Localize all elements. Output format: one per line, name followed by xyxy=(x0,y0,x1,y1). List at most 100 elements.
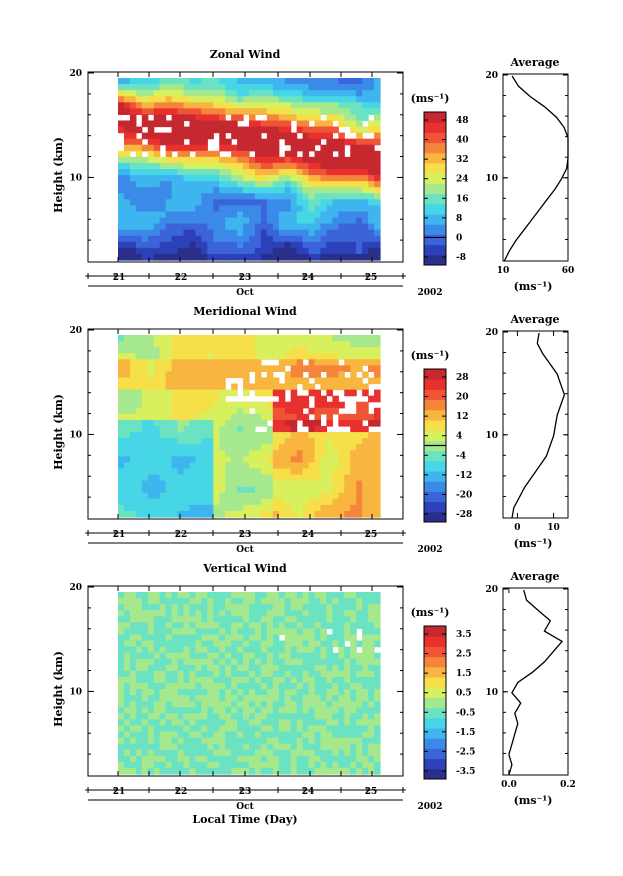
heatmap-cell xyxy=(123,664,131,672)
heatmap-cell xyxy=(165,371,173,379)
heatmap-cell xyxy=(153,96,161,103)
heatmap-cell xyxy=(326,401,333,409)
heatmap-cell xyxy=(118,486,125,494)
heatmap-cell xyxy=(237,211,244,219)
heatmap-cell xyxy=(290,229,298,237)
heatmap-cell xyxy=(249,468,256,476)
heatmap-cell xyxy=(308,223,316,231)
heatmap-cell xyxy=(296,401,304,409)
heatmap-cell xyxy=(260,510,268,518)
heatmap-cell xyxy=(159,462,167,470)
heatmap-cell xyxy=(195,359,202,366)
heatmap-cell xyxy=(344,592,351,599)
heatmap-cell xyxy=(320,652,327,660)
heatmap-cell xyxy=(219,670,226,678)
heatmap-cell xyxy=(207,683,214,690)
heatmap-cell xyxy=(320,592,327,599)
heatmap-cell xyxy=(123,743,131,751)
heatmap-cell xyxy=(266,622,274,629)
heatmap-cell xyxy=(123,181,131,188)
heatmap-cell xyxy=(368,175,375,182)
heatmap-cell xyxy=(129,598,137,605)
time-marker: + xyxy=(145,529,153,539)
heatmap-cell xyxy=(362,347,369,354)
heatmap-cell xyxy=(284,725,292,733)
heatmap-cell xyxy=(153,749,161,757)
heatmap-cell xyxy=(356,486,363,494)
heatmap-cell xyxy=(332,432,339,439)
heatmap-cell xyxy=(177,468,185,476)
heatmap-cell xyxy=(374,162,381,170)
heatmap-cell xyxy=(201,426,208,433)
heatmap-cell xyxy=(290,462,298,470)
day-label: 22 xyxy=(175,787,188,797)
heatmap-cell xyxy=(243,162,250,170)
heatmap-cell xyxy=(368,432,375,439)
heatmap-cell xyxy=(123,132,131,140)
heatmap-cell xyxy=(344,419,351,427)
heatmap-cell xyxy=(320,90,327,97)
heatmap-cell xyxy=(272,383,280,391)
heatmap-cell xyxy=(356,719,363,727)
heatmap-cell xyxy=(362,640,369,648)
heatmap-cell xyxy=(201,670,208,678)
heatmap-cell xyxy=(165,755,173,763)
heatmap-cell xyxy=(290,144,298,152)
profile-line xyxy=(511,332,566,519)
heatmap-cell xyxy=(159,138,167,146)
heatmap-cell xyxy=(159,504,167,512)
heatmap-cell xyxy=(266,510,274,518)
heatmap-cell xyxy=(237,658,244,666)
heatmap-cell xyxy=(332,335,339,342)
heatmap-cell xyxy=(254,371,262,379)
heatmap-cell xyxy=(326,413,333,421)
heatmap-cell xyxy=(332,713,339,720)
heatmap-cell xyxy=(368,162,375,170)
heatmap-cell xyxy=(135,737,143,745)
heatmap-cell xyxy=(159,102,167,109)
heatmap-cell xyxy=(147,347,155,354)
heatmap-cell xyxy=(272,156,280,164)
heatmap-cell xyxy=(141,676,149,684)
heatmap-cell xyxy=(278,253,286,261)
heatmap-cell xyxy=(314,235,322,243)
heatmap-cell xyxy=(314,670,322,678)
heatmap-cell xyxy=(147,235,155,243)
heatmap-cell xyxy=(344,707,351,714)
heatmap-cell xyxy=(362,610,369,617)
heatmap-cell xyxy=(189,725,196,733)
heatmap-cell xyxy=(195,253,202,261)
heatmap-cell xyxy=(165,175,173,182)
heatmap-cell xyxy=(201,604,208,611)
heatmap-cell xyxy=(219,755,226,763)
heatmap-cell xyxy=(219,492,226,500)
heatmap-cell xyxy=(183,211,191,219)
heatmap-cell xyxy=(344,114,351,122)
heatmap-cell xyxy=(326,510,333,518)
heatmap-cell xyxy=(326,450,333,457)
heatmap-cell xyxy=(189,78,196,85)
heatmap-cell xyxy=(129,474,137,482)
heatmap-cell xyxy=(147,335,155,342)
heatmap-cell xyxy=(260,187,268,194)
heatmap-cell xyxy=(129,162,137,170)
heatmap-cell xyxy=(225,604,232,611)
heatmap-cell xyxy=(254,150,262,158)
heatmap-cell xyxy=(213,365,220,372)
heatmap-cell xyxy=(272,96,280,103)
heatmap-cell xyxy=(153,102,161,109)
heatmap-cell xyxy=(338,652,345,660)
heatmap-cell xyxy=(165,144,173,152)
heatmap-cell xyxy=(118,96,125,103)
heatmap-cell xyxy=(213,725,220,733)
heatmap-cell xyxy=(123,223,131,231)
heatmap-cell xyxy=(189,664,196,672)
heatmap-cell xyxy=(225,498,232,506)
heatmap-cell xyxy=(356,610,363,617)
heatmap-cell xyxy=(225,456,232,463)
heatmap-cell xyxy=(159,622,167,629)
heatmap-cell xyxy=(243,138,250,146)
heatmap-cell xyxy=(332,689,339,696)
heatmap-cell xyxy=(231,241,238,249)
heatmap-cell xyxy=(296,84,304,91)
